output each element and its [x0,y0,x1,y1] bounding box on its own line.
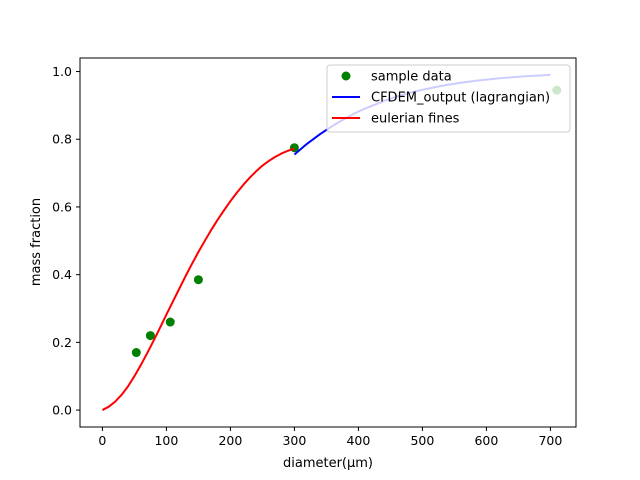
x-tick-label: 600 [474,433,498,448]
x-tick-label: 0 [98,433,106,448]
x-tick-label: 500 [410,433,434,448]
data-point [193,275,203,285]
plot-frame [79,57,577,428]
x-tick-label: 400 [346,433,370,448]
y-tick-label: 0.8 [52,132,72,147]
x-tick-label: 200 [218,433,242,448]
legend-box [326,64,571,133]
x-tick-label: 700 [538,433,562,448]
data-point [131,348,141,358]
legend: sample data CFDEM_output (lagrangian) eule… [326,64,571,133]
series-line-2 [101,147,295,411]
x-tick-label: 300 [282,433,306,448]
y-tick-label: 0.6 [52,199,72,214]
y-tick-label: 0.2 [52,335,72,350]
data-point [165,317,175,327]
x-axis-label: diameter(μm) [283,456,373,471]
legend-label: CFDEM_output (lagrangian) [371,91,550,106]
legend-marker [341,71,351,81]
legend-label: eulerian fines [371,112,460,127]
ticks-layer: 0 100 200 300 400 500 600 700 0.0 0.2 0.4 0.6 0.8 1.0 [52,64,562,448]
legend-label: sample data [371,70,452,85]
y-tick-label: 0.4 [52,267,72,282]
data-point [145,331,155,341]
y-tick-label: 0.0 [52,403,72,418]
x-tick-label: 100 [154,433,178,448]
y-tick-label: 1.0 [52,64,72,79]
y-axis-label: mass fraction [29,198,44,286]
